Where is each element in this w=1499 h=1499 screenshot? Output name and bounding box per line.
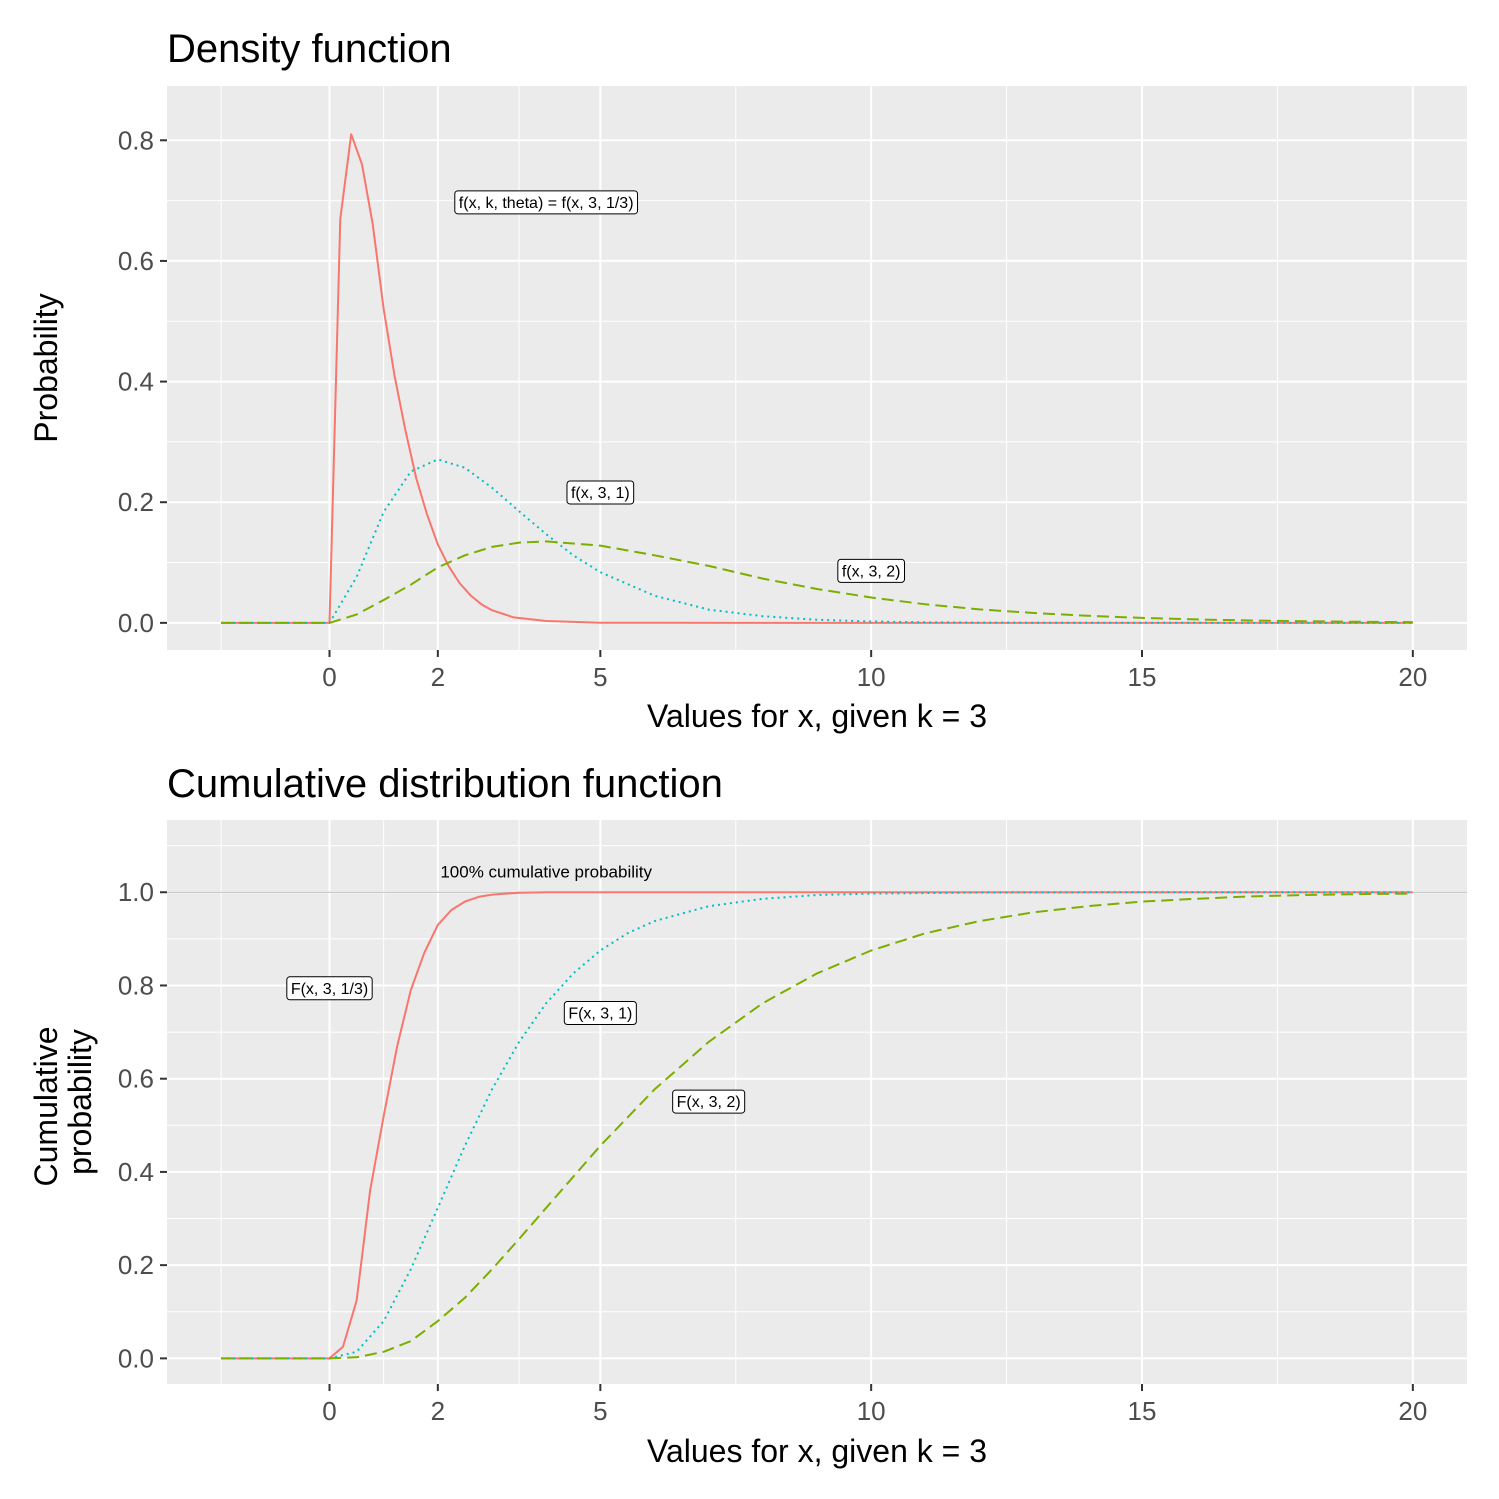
cdf-annotation-label: 100% cumulative probability [440,862,652,881]
cdf-series-line-2 [221,892,1413,1360]
density-y-tick-label: 0.0 [118,608,154,638]
cdf-annotation-3: F(x, 3, 2) [672,1089,746,1114]
density-y-tick-label: 0.2 [118,487,154,517]
cdf-y-tick-label: 0.0 [118,1343,154,1373]
cdf-x-tick-label: 0 [322,1396,336,1426]
cdf-series [221,891,1413,1360]
density-annotation-label: f(x, 3, 1) [571,485,630,502]
cdf-minor-grid [167,820,1467,1384]
density-annotation-1: f(x, 3, 1) [566,480,635,505]
density-annotation-2: f(x, 3, 2) [837,558,906,583]
cdf-annotation-box [286,976,373,1001]
density-x-tick-label: 5 [593,662,607,692]
cdf-x-tick-label: 5 [593,1396,607,1426]
density-annotations: f(x, k, theta) = f(x, 3, 1/3) f(x, 3, 1) f… [454,190,906,583]
cdf-annotation-2: F(x, 3, 1) [563,1001,637,1026]
density-series-line-0 [221,133,1413,624]
cdf-x-tick-label: 20 [1398,1396,1427,1426]
density-y-tick-label: 0.4 [118,367,154,397]
cdf-chart-title: Cumulative distribution function [167,762,723,806]
density-x-axis-title: Values for x, given k = 3 [647,698,987,734]
density-annotation-box [566,480,635,505]
cdf-series-line-1 [221,891,1413,1360]
density-y-tick-label: 0.8 [118,125,154,155]
cdf-annotation-label: F(x, 3, 1/3) [291,981,368,998]
cdf-annotations: 100% cumulative probability F(x, 3, 1/3) F… [286,862,746,1114]
cdf-y-tick-label: 1.0 [118,877,154,907]
density-annotation-box [454,190,639,215]
density-y-axis-title: Probability [28,293,64,442]
cdf-annotation-1: F(x, 3, 1/3) [286,976,373,1001]
density-annotation-box [837,558,906,583]
cdf-series-line-0 [221,891,1413,1360]
cdf-annotation-box [672,1089,746,1114]
cdf-y-axis-title-line-1: Cumulative [28,1026,64,1186]
density-series [221,133,1413,624]
density-x-tick-label: 0 [322,662,336,692]
density-annotation-0: f(x, k, theta) = f(x, 3, 1/3) [454,190,639,215]
cdf-y-axis: 0.0 0.2 0.4 0.6 0.8 1.0 [118,877,167,1373]
density-annotation-label: f(x, 3, 2) [842,563,901,580]
cdf-x-tick-label: 2 [431,1396,445,1426]
cdf-annotation-box [563,1001,637,1026]
density-x-tick-label: 15 [1128,662,1157,692]
cdf-annotation-label: F(x, 3, 2) [677,1094,741,1111]
density-series-line-2 [221,540,1413,624]
density-x-tick-label: 10 [857,662,886,692]
cdf-x-axis: 0 2 5 10 15 20 [322,1384,1427,1426]
density-chart: Density function f(x, k, theta) = f(x, 3… [28,27,1467,734]
cdf-y-tick-label: 0.4 [118,1157,154,1187]
density-chart-title: Density function [167,27,452,71]
density-x-tick-label: 20 [1398,662,1427,692]
cdf-y-tick-label: 0.8 [118,970,154,1000]
density-y-tick-label: 0.6 [118,246,154,276]
density-y-axis: 0.0 0.2 0.4 0.6 0.8 [118,125,167,638]
density-minor-grid [167,86,1467,650]
density-major-grid [167,86,1467,650]
cdf-x-tick-label: 15 [1128,1396,1157,1426]
cdf-y-tick-label: 0.6 [118,1064,154,1094]
cdf-chart: Cumulative distribution function 100% cu… [28,762,1467,1469]
cdf-y-tick-label: 0.2 [118,1250,154,1280]
cdf-plot-panel [167,820,1467,1384]
density-x-axis: 0 2 5 10 15 20 [322,650,1427,692]
cdf-annotation-label: F(x, 3, 1) [568,1006,632,1023]
cdf-x-axis-title: Values for x, given k = 3 [647,1433,987,1469]
density-x-tick-label: 2 [431,662,445,692]
cdf-annotation-0: 100% cumulative probability [440,862,652,881]
density-annotation-label: f(x, k, theta) = f(x, 3, 1/3) [459,195,634,212]
cdf-y-axis-title: Cumulative probability [28,1018,98,1187]
cdf-x-tick-label: 10 [857,1396,886,1426]
cdf-y-axis-title-line-2: probability [62,1029,98,1175]
